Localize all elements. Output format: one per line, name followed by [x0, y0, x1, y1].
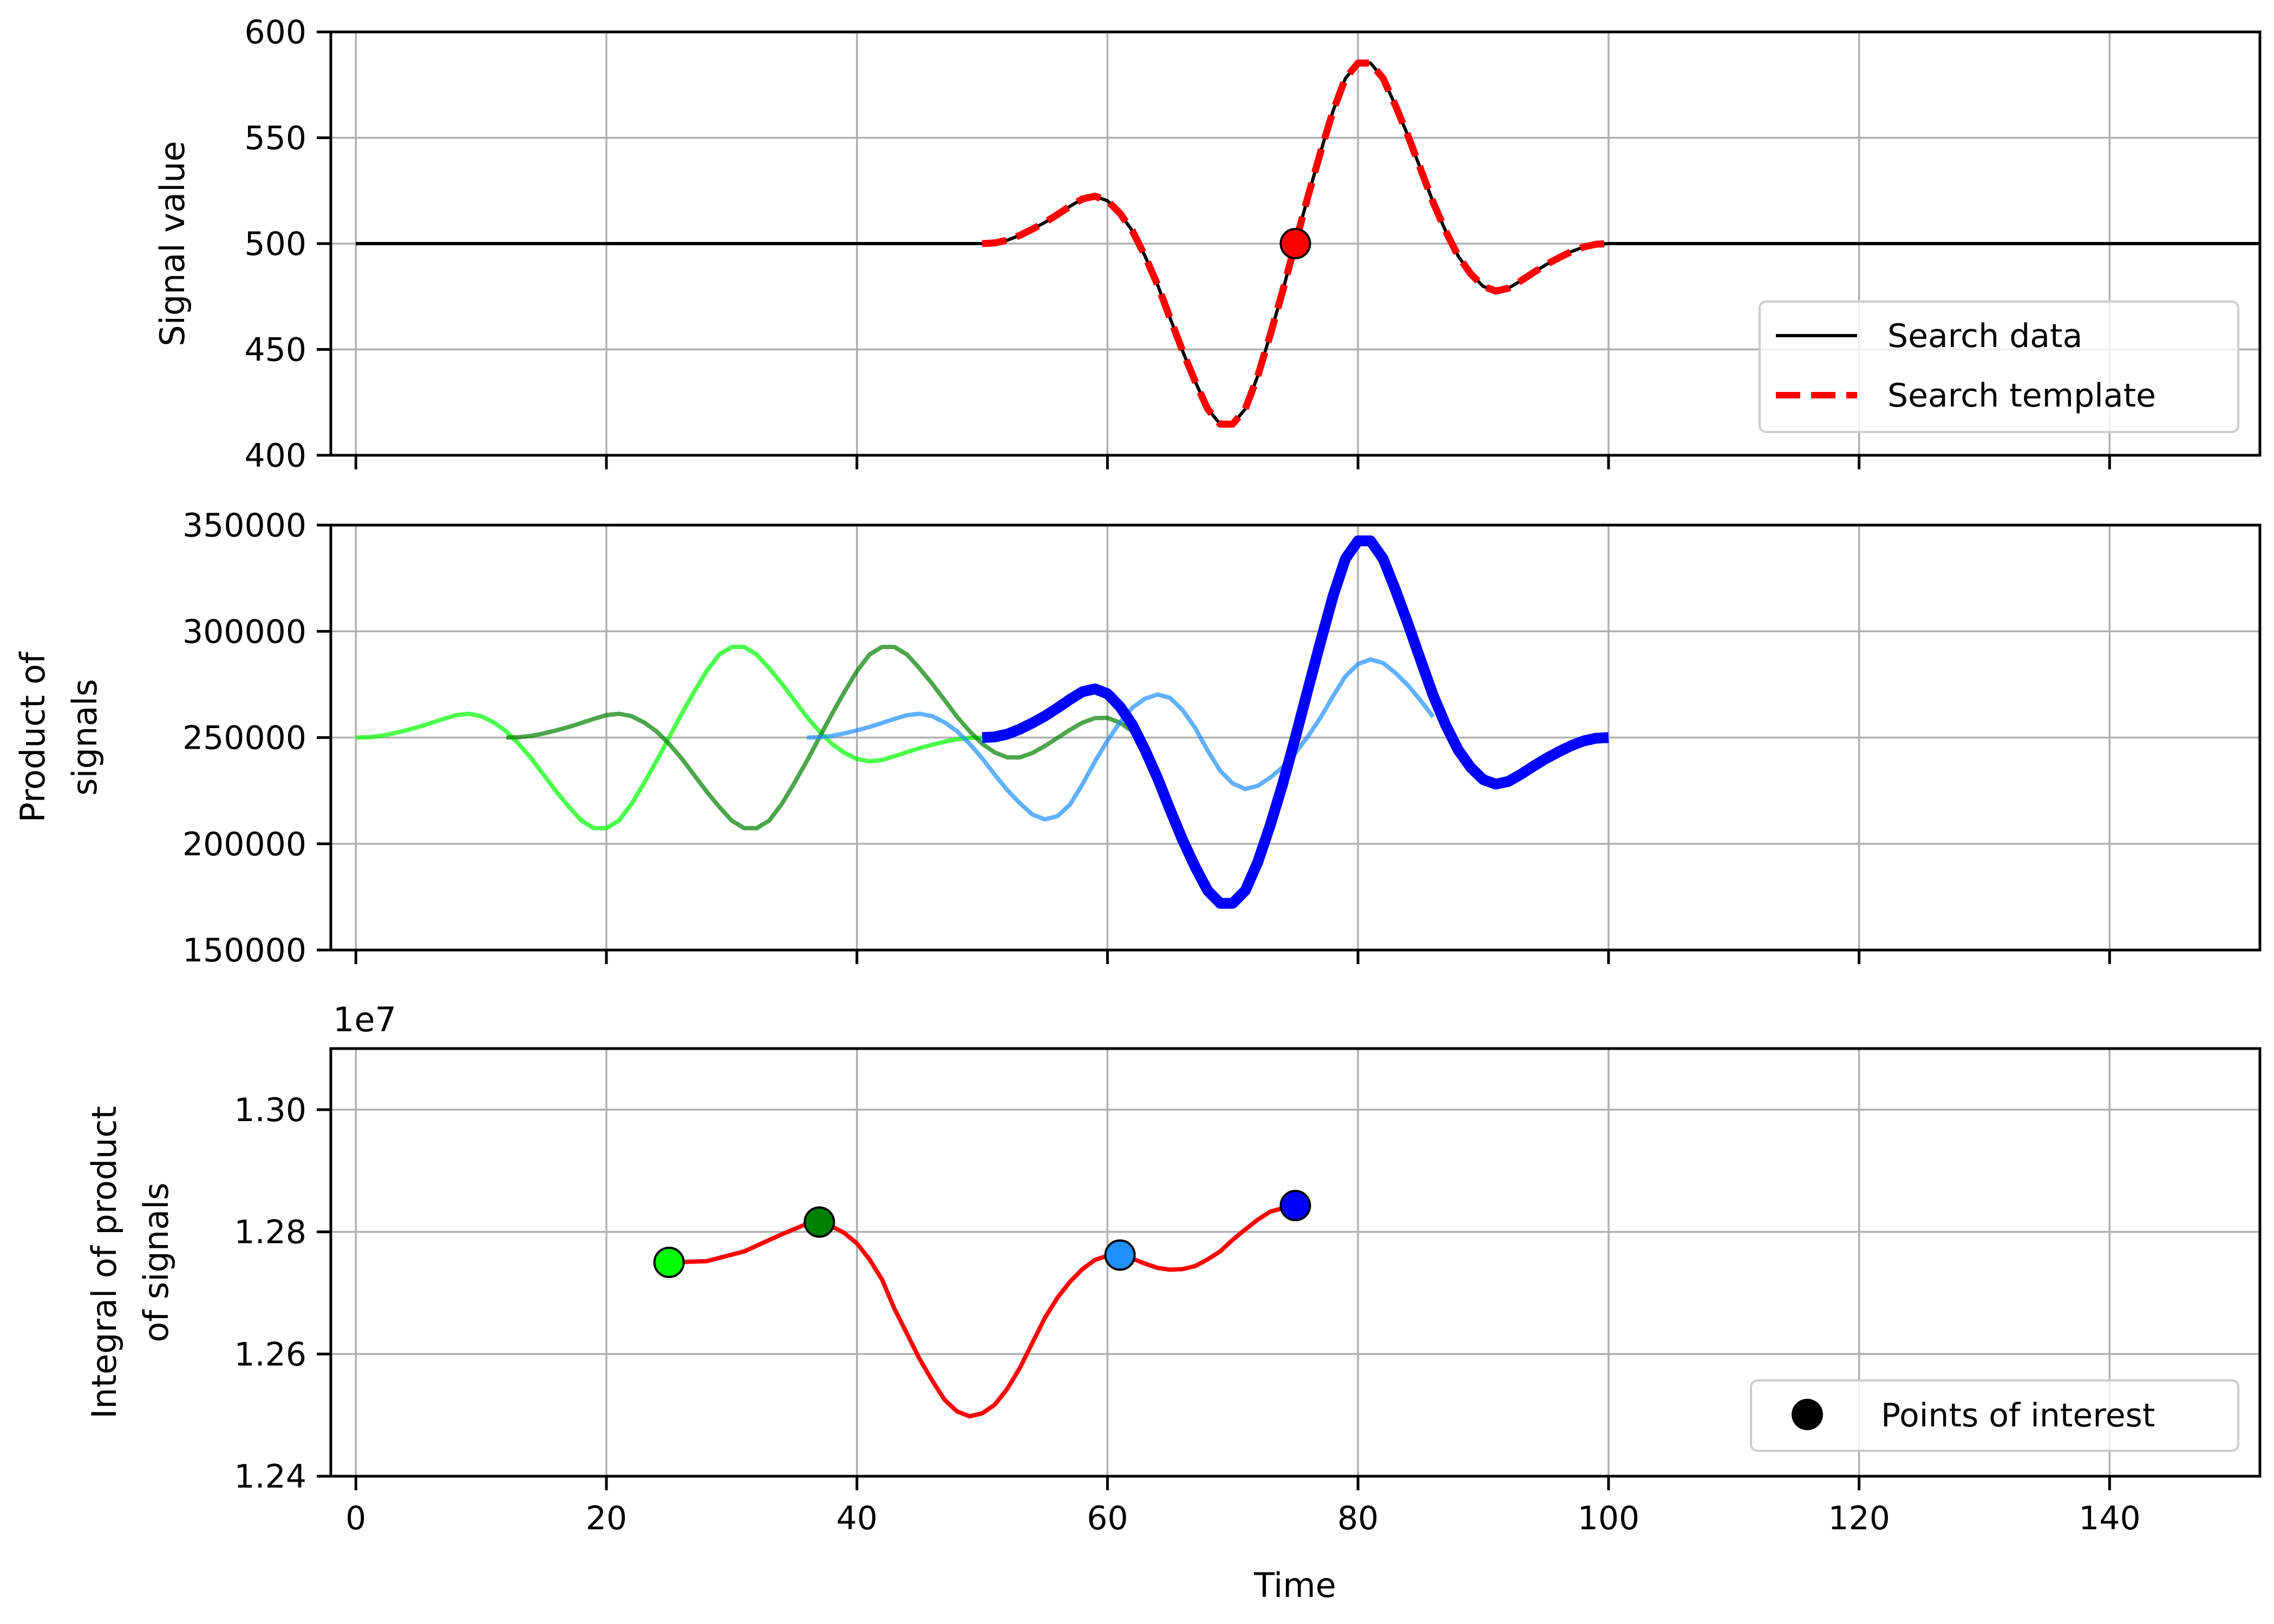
- x-tick-label: 40: [837, 1499, 878, 1537]
- y-axis-label-integral-line1: Integral of product: [84, 1106, 124, 1419]
- point-of-interest-marker: [1104, 1239, 1136, 1271]
- legend-label-search-template: Search template: [1887, 377, 2156, 415]
- y-axis-label-signal: Signal value: [153, 141, 192, 346]
- y-tick-label: 300000: [182, 613, 306, 651]
- legend-marker-points-of-interest: [1792, 1399, 1823, 1430]
- y-axis-label-integral-line2: of signals: [136, 1182, 176, 1342]
- x-tick-label: 20: [586, 1499, 627, 1537]
- y-tick-label: 1.24: [234, 1458, 306, 1496]
- integral-line: [669, 1203, 1296, 1419]
- y-axis-label-product-line1: Product of: [13, 651, 53, 822]
- legend-label-points-of-interest: Points of interest: [1881, 1397, 2155, 1435]
- y-tick-label: 350000: [182, 507, 306, 545]
- legend-label-search-data: Search data: [1887, 317, 2082, 355]
- axes-frame: [329, 1047, 2262, 1478]
- y-tick-label: 1.30: [234, 1091, 306, 1129]
- point-of-interest-marker: [1279, 1190, 1311, 1222]
- x-axis-label: Time: [1253, 1566, 1336, 1605]
- x-tick-label: 140: [2079, 1499, 2141, 1537]
- x-tick-label: 100: [1578, 1499, 1640, 1537]
- y-tick-label: 200000: [182, 826, 306, 863]
- y-tick-label: 500: [244, 225, 306, 263]
- y-tick-label: 550: [244, 120, 306, 158]
- y-tick-label: 1.28: [234, 1214, 306, 1252]
- axes-frame: [329, 523, 2262, 952]
- product-line-center-75: [982, 535, 1609, 909]
- legend-top: Search data Search template: [1759, 300, 2239, 433]
- product-axes: 150000 200000 250000 300000 350000: [182, 507, 2262, 970]
- y-offset-text: 1e7: [333, 1000, 396, 1039]
- search-template-line: [982, 60, 1609, 428]
- product-line-center-61: [807, 657, 1435, 822]
- template-center-marker: [1279, 228, 1311, 259]
- legend-bottom: Points of interest: [1750, 1379, 2239, 1452]
- x-tick-label: 0: [345, 1499, 366, 1537]
- y-tick-label: 1.26: [234, 1335, 306, 1373]
- y-tick-label: 250000: [182, 719, 306, 757]
- y-tick-label: 600: [244, 14, 306, 51]
- x-tick-label: 60: [1087, 1499, 1128, 1537]
- point-of-interest-marker: [653, 1247, 685, 1278]
- product-line-center-25: [356, 645, 983, 830]
- integral-axes: 0 20 40 60 80 100 120 140 1.24 1.26 1.28 1.30: [234, 1047, 2262, 1537]
- x-tick-label: 120: [1828, 1499, 1890, 1537]
- y-axis-label-product-line2: signals: [65, 679, 104, 796]
- y-tick-label: 150000: [182, 932, 306, 970]
- point-of-interest-marker: [803, 1206, 835, 1238]
- y-tick-label: 450: [244, 331, 306, 369]
- x-tick-label: 80: [1337, 1499, 1378, 1537]
- y-tick-label: 400: [244, 437, 306, 475]
